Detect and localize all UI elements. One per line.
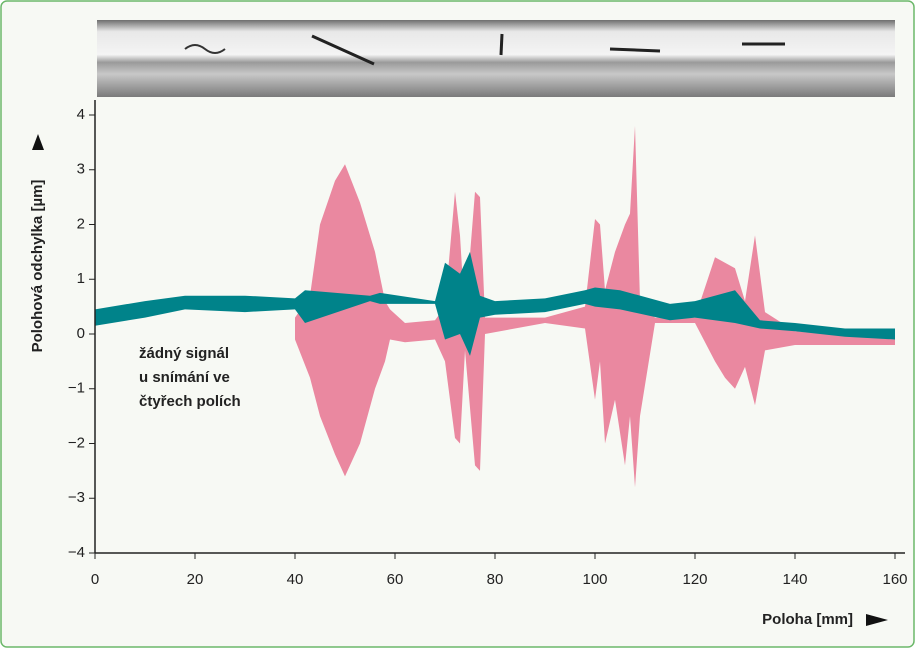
y-tick-label: −3 — [68, 489, 85, 506]
band-area — [95, 251, 895, 356]
y-tick-label: 1 — [77, 270, 85, 287]
x-tick-label: 60 — [387, 571, 404, 588]
x-tick-label: 0 — [91, 571, 99, 588]
x-tick-label: 40 — [287, 571, 304, 588]
annotation: čtyřech polích — [139, 393, 241, 410]
y-tick-label: 2 — [77, 215, 85, 232]
y-axis-title: Polohová odchylka [µm] — [29, 180, 46, 353]
x-tick-label: 120 — [682, 571, 707, 588]
x-tick-label: 80 — [487, 571, 504, 588]
y-tick-label: −2 — [68, 434, 85, 451]
y-tick-label: −1 — [68, 380, 85, 397]
x-tick-label: 20 — [187, 571, 204, 588]
photo-strip — [97, 20, 895, 97]
x-arrow — [866, 614, 888, 626]
x-tick-label: 100 — [582, 571, 607, 588]
annotation: žádný signál — [139, 345, 229, 362]
x-tick-label: 160 — [882, 571, 907, 588]
y-tick-label: −4 — [68, 544, 85, 561]
annotation: u snímání ve — [139, 369, 230, 386]
y-tick-label: 4 — [77, 106, 85, 123]
x-tick-label: 140 — [782, 571, 807, 588]
x-axis-title: Poloha [mm] — [762, 611, 853, 628]
y-tick-label: 0 — [77, 325, 85, 342]
y-tick-label: 3 — [77, 161, 85, 178]
y-arrow — [32, 134, 44, 150]
